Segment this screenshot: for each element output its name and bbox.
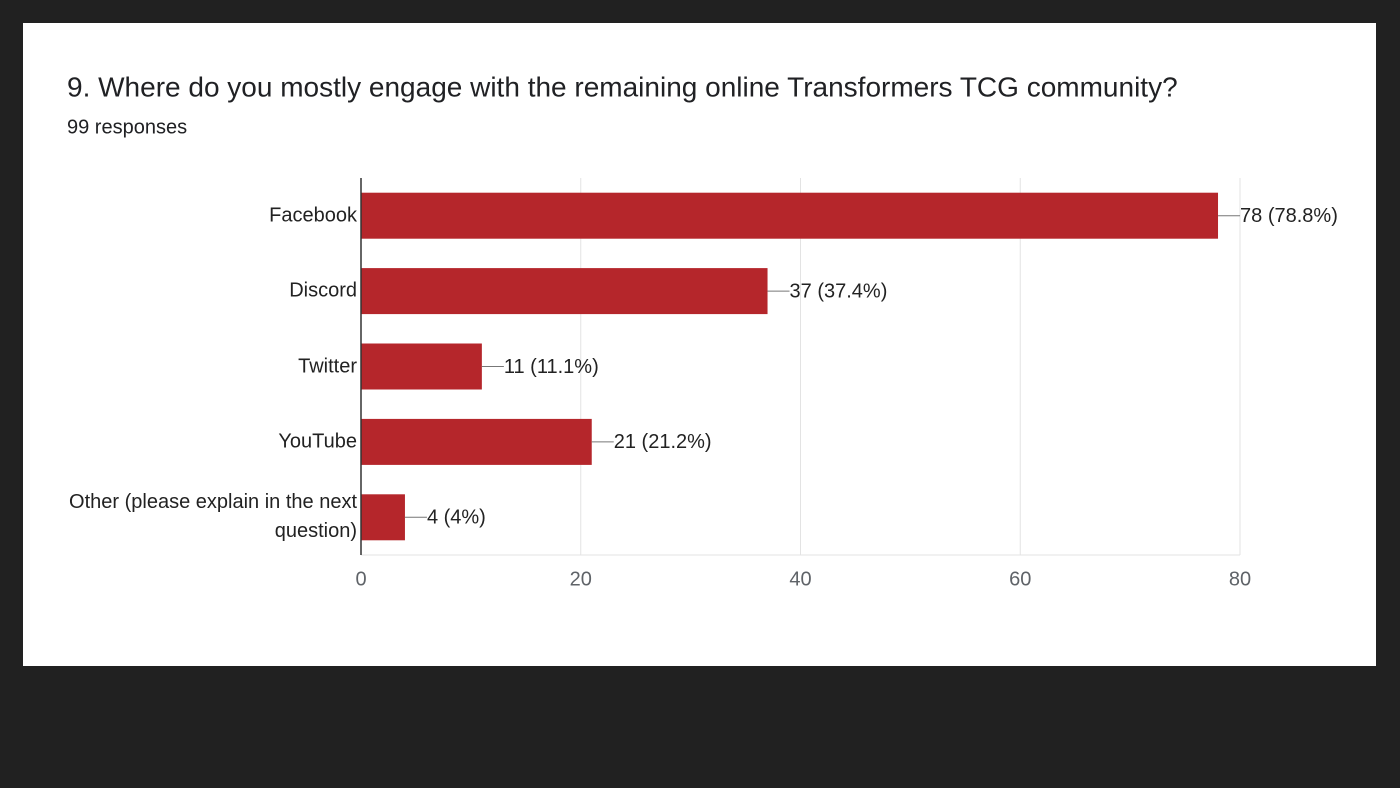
bar [361, 418, 592, 465]
y-tick-label: Other (please explain in the next questi… [69, 491, 357, 543]
x-tick-label: 80 [1229, 568, 1251, 590]
chart-title: 9. Where do you mostly engage with the r… [67, 71, 1178, 102]
value-label: 4 (4%) [427, 507, 486, 529]
value-label: 21 (21.2%) [614, 431, 712, 453]
y-tick-label: Twitter [298, 355, 357, 377]
x-tick-label: 40 [789, 568, 811, 590]
card [23, 23, 1376, 666]
bar [361, 343, 482, 390]
x-tick-label: 0 [355, 568, 366, 590]
bar [361, 268, 768, 315]
value-label: 37 (37.4%) [790, 280, 888, 302]
x-tick-label: 20 [570, 568, 592, 590]
y-tick-label: Discord [289, 279, 357, 302]
bar [361, 192, 1219, 239]
y-tick-label: Facebook [269, 204, 357, 227]
bar [361, 494, 405, 541]
value-label: 78 (78.8%) [1240, 205, 1338, 227]
value-label: 11 (11.1%) [504, 356, 599, 378]
y-tick-label: YouTube [278, 430, 357, 453]
x-tick-label: 60 [1009, 568, 1031, 590]
chart-subtitle: 99 responses [67, 116, 187, 138]
